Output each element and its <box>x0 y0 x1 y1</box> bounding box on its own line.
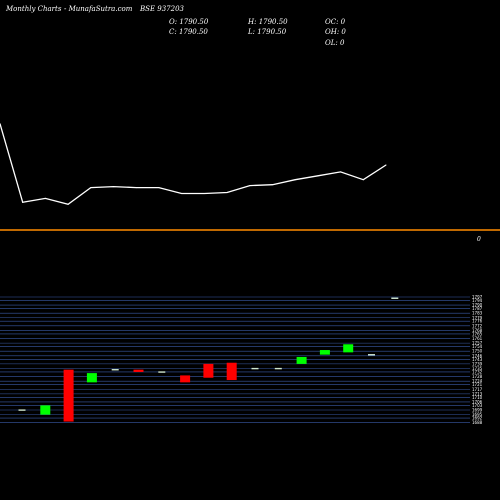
line-point <box>271 184 273 186</box>
candle <box>319 350 330 355</box>
close-value: C: 1790.50 <box>169 28 208 36</box>
high-value: H: 1790.50 <box>248 18 288 26</box>
y-tick-label: 1790 <box>472 303 483 308</box>
candle <box>251 367 259 370</box>
y-tick-label: 1728 <box>472 374 483 379</box>
brand-label: Monthly Charts <box>6 5 62 13</box>
y-tick-label: 1765 <box>472 331 483 336</box>
candle <box>111 369 119 371</box>
line-point <box>22 201 24 203</box>
line-point <box>0 123 1 125</box>
candle <box>180 375 191 383</box>
line-point <box>385 164 387 166</box>
candle <box>158 371 166 373</box>
line-chart <box>0 123 387 206</box>
line-point <box>90 187 92 189</box>
y-tick-label: 1699 <box>472 408 483 413</box>
low-value: L: 1790.50 <box>248 28 287 36</box>
y-tick-label: 1746 <box>472 353 483 358</box>
line-point <box>203 192 205 194</box>
y-tick-label: 1794 <box>472 298 483 303</box>
oh-value: OH: 0 <box>325 28 346 36</box>
line-point <box>340 171 342 173</box>
y-tick-label: 1754 <box>472 344 483 349</box>
y-tick-label: 1724 <box>472 379 483 384</box>
candlestick-chart <box>18 297 399 422</box>
candle <box>368 354 375 356</box>
y-tick-label: 1772 <box>472 323 483 328</box>
oc-value: OC: 0 <box>325 18 346 26</box>
line-point <box>226 192 228 194</box>
y-tick-label: 1713 <box>472 391 483 396</box>
y-tick-label: 1750 <box>472 349 483 354</box>
line-point <box>113 186 115 188</box>
candle <box>40 405 51 415</box>
line-point <box>317 175 319 177</box>
y-tick-label: 1768 <box>472 328 483 333</box>
y-tick-label: 1721 <box>472 382 483 387</box>
site-label: - MunafaSutra.com <box>64 5 133 13</box>
symbol-label: BSE 937203 <box>140 5 184 13</box>
y-tick-label: 1743 <box>472 357 483 362</box>
y-tick-label: 1688 <box>472 420 483 425</box>
candle <box>296 356 307 364</box>
y-tick-label: 1776 <box>472 319 483 324</box>
candle <box>226 362 237 381</box>
candle <box>203 363 214 378</box>
line-point <box>294 179 296 181</box>
y-tick-label: 1732 <box>472 369 483 374</box>
y-tick-label: 1757 <box>472 341 483 346</box>
y-tick-label: 1692 <box>472 416 483 421</box>
y-tick-label: 1783 <box>472 311 483 316</box>
y-tick-label: 1779 <box>472 315 483 320</box>
y-tick-label: 1710 <box>472 395 483 400</box>
candle <box>18 409 26 411</box>
line-point <box>44 197 46 199</box>
line-point <box>362 179 364 181</box>
y-tick-label: 1695 <box>472 412 483 417</box>
line-point <box>135 187 137 189</box>
candle <box>63 369 74 422</box>
y-axis-ticks: 1797179417901787178317791776177217681765… <box>472 295 483 426</box>
y-tick-label: 1717 <box>472 387 483 392</box>
zero-label: 0 <box>477 236 481 243</box>
candle <box>86 373 97 383</box>
y-tick-label: 1787 <box>472 306 483 311</box>
candle <box>391 297 399 299</box>
candle <box>343 344 354 353</box>
y-tick-label: 1735 <box>472 366 483 371</box>
y-tick-label: 1761 <box>472 336 483 341</box>
line-point <box>249 185 251 187</box>
candle <box>133 369 144 372</box>
y-tick-label: 1706 <box>472 399 483 404</box>
line-point <box>181 192 183 194</box>
y-tick-label: 1797 <box>472 295 483 300</box>
price-line <box>0 123 387 206</box>
y-tick-label: 1739 <box>472 361 483 366</box>
line-point <box>67 203 69 205</box>
y-tick-label: 1703 <box>472 403 483 408</box>
line-point <box>158 187 160 189</box>
open-value: O: 1790.50 <box>169 18 209 26</box>
candle <box>274 367 282 370</box>
ol-value: OL: 0 <box>325 39 345 47</box>
